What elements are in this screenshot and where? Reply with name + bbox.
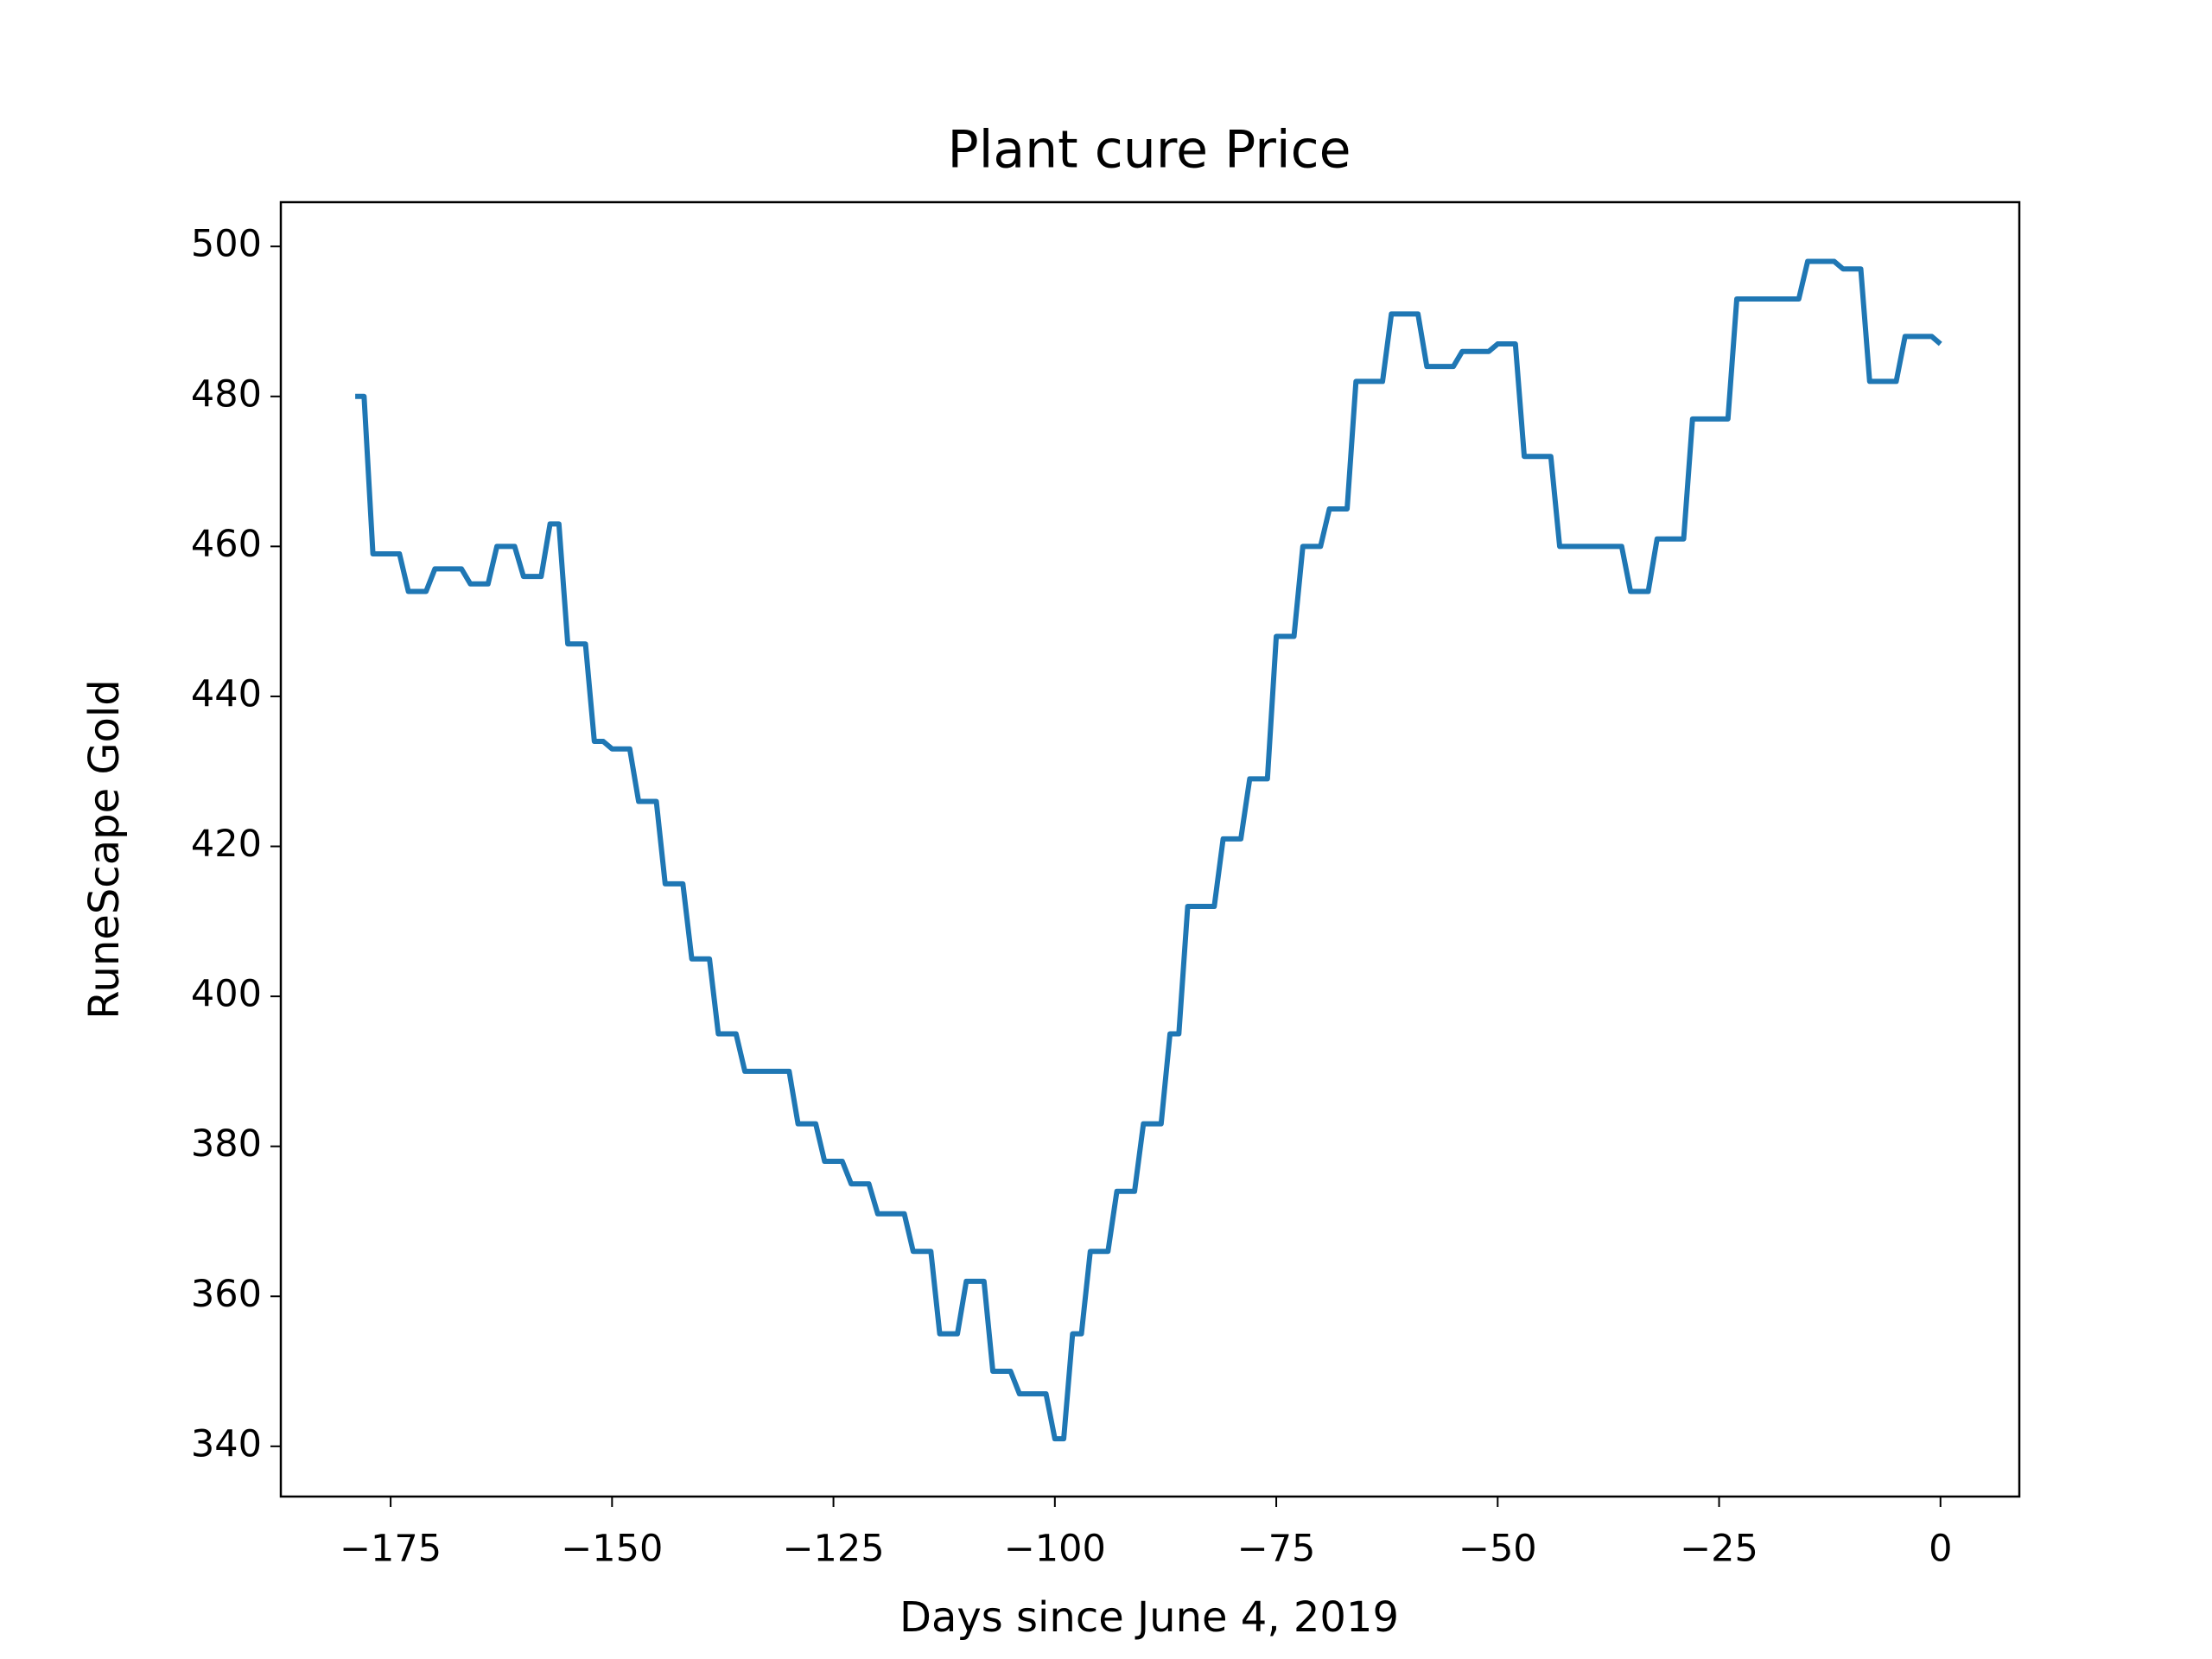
y-tick-label: 360 [191, 1273, 262, 1316]
y-tick-label: 460 [191, 523, 262, 566]
y-tick-label: 480 [191, 372, 262, 416]
x-tick-label: −150 [561, 1528, 663, 1571]
x-tick-label: −25 [1680, 1528, 1758, 1571]
y-tick-label: 340 [191, 1422, 262, 1465]
x-tick-label: −50 [1459, 1528, 1537, 1571]
x-tick-label: −100 [1004, 1528, 1106, 1571]
x-tick-label: −75 [1237, 1528, 1316, 1571]
chart-title: Plant cure Price [948, 120, 1351, 181]
y-tick-label: 500 [191, 223, 262, 266]
y-axis-label: RuneScape Gold [80, 679, 129, 1019]
x-tick-label: −175 [340, 1528, 442, 1571]
y-tick-label: 420 [191, 823, 262, 866]
line [355, 258, 1942, 1442]
y-tick-label: 440 [191, 672, 262, 715]
x-axis-label: Days since June 4, 2019 [899, 1593, 1399, 1642]
x-tick-label: 0 [1929, 1528, 1952, 1571]
y-tick-label: 380 [191, 1122, 262, 1166]
plot-frame [279, 200, 2021, 1498]
x-tick-label: −125 [783, 1528, 885, 1571]
y-tick-label: 400 [191, 973, 262, 1016]
